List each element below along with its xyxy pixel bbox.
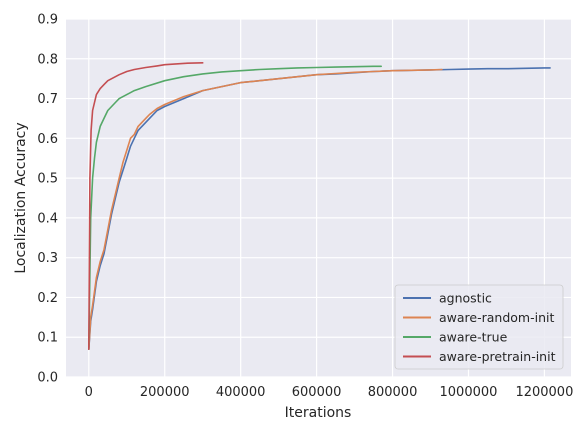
series-line-aware-true <box>88 65 383 351</box>
y-tick-label: 0.9 <box>37 13 58 28</box>
y-tick-label: 0.0 <box>37 371 58 386</box>
series-lines <box>88 61 551 351</box>
legend: agnostic aware-random-init aware-true aware… <box>394 284 564 370</box>
x-tick-label: 1200000 <box>515 385 573 400</box>
y-axis-label: Localization Accuracy <box>13 122 29 273</box>
legend-label: aware-true <box>439 330 508 345</box>
legend-label: aware-random-init <box>439 310 554 325</box>
legend-label: aware-pretrain-init <box>439 349 556 364</box>
x-tick-label: 200000 <box>140 385 190 400</box>
y-tick-label: 0.3 <box>37 251 58 266</box>
y-tick-label: 0.5 <box>37 172 58 187</box>
x-tick-label: 800000 <box>368 385 418 400</box>
y-tick-label: 0.1 <box>37 331 58 346</box>
y-tick-label: 0.8 <box>37 52 58 67</box>
series-line-aware-random-init <box>88 68 443 351</box>
y-tick-label: 0.2 <box>37 291 58 306</box>
x-tick-labels: 0 200000 400000 600000 800000 1000000 1200000 <box>85 385 574 400</box>
x-tick-label: 1000000 <box>440 385 498 400</box>
y-tick-labels: 0.0 0.1 0.2 0.3 0.4 0.5 0.6 0.7 0.8 0.9 <box>37 13 58 386</box>
legend-box <box>394 284 564 370</box>
x-axis-label: Iterations <box>285 405 352 421</box>
x-tick-label: 0 <box>85 385 93 400</box>
legend-label: agnostic <box>439 291 492 306</box>
x-tick-label: 400000 <box>216 385 266 400</box>
y-tick-label: 0.6 <box>37 132 58 147</box>
series-line-aware-pretrain-init <box>88 61 204 351</box>
y-tick-label: 0.4 <box>37 211 58 226</box>
y-tick-label: 0.7 <box>37 92 58 107</box>
x-tick-label: 600000 <box>292 385 342 400</box>
